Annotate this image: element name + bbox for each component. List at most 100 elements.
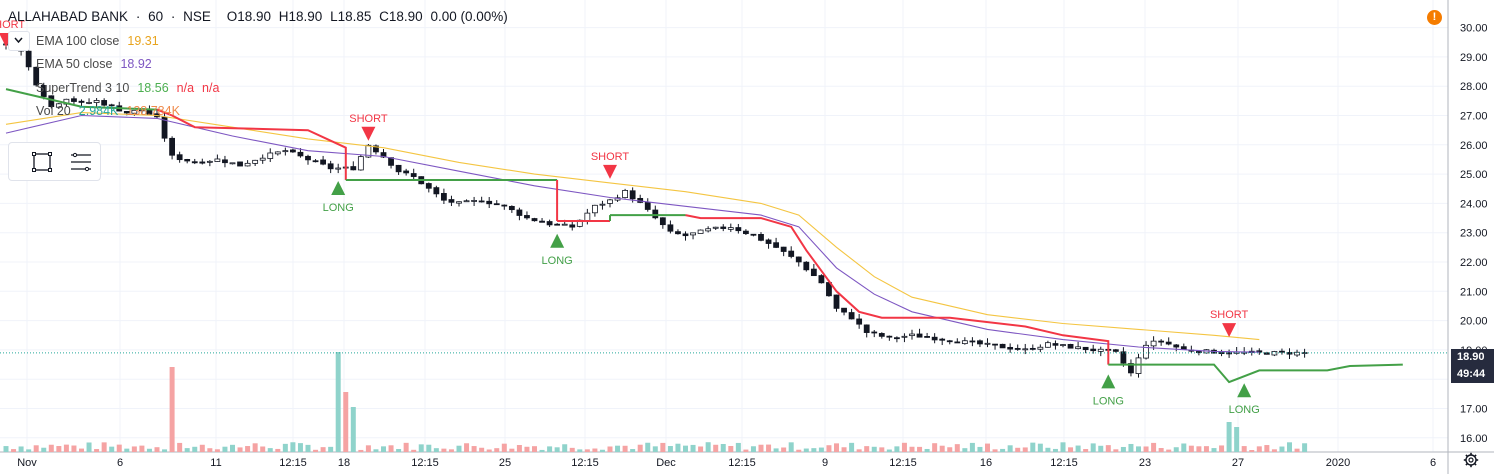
volume-bar <box>1181 443 1187 452</box>
candle-body <box>644 202 651 210</box>
volume-bar <box>637 444 643 452</box>
volume-bar <box>834 443 839 452</box>
alert-badge[interactable]: ! <box>1427 10 1442 25</box>
volume-bar <box>826 445 832 452</box>
candle-body <box>78 100 85 103</box>
indicator-ema100[interactable]: EMA 100 close 19.31 <box>36 34 159 48</box>
candle-body <box>456 201 462 204</box>
volume-bar <box>199 444 205 452</box>
volume-bar <box>1271 449 1277 452</box>
short-signal-marker <box>361 126 376 141</box>
volume-bar <box>94 449 100 452</box>
candle-body <box>274 151 281 155</box>
candle-body <box>463 200 470 203</box>
candle-body <box>486 200 493 205</box>
x-tick-label: 12:15 <box>1050 457 1078 469</box>
rectangle-icon[interactable] <box>30 150 54 174</box>
volume-bar <box>1136 446 1141 452</box>
candle-body <box>863 324 870 333</box>
indicator-ema50[interactable]: EMA 50 close 18.92 <box>36 57 152 71</box>
volume-bar <box>79 448 84 452</box>
candle-body <box>682 233 689 237</box>
volume-bar <box>532 446 537 452</box>
candle-body <box>1135 357 1142 374</box>
candle-body <box>833 294 840 309</box>
volume-bar <box>1075 445 1081 452</box>
volume-bar <box>1113 449 1119 452</box>
y-tick-label: 28.00 <box>1460 81 1488 93</box>
x-tick-label: 18 <box>338 457 350 469</box>
volume-bar <box>1287 442 1292 452</box>
volume-bar <box>373 449 379 452</box>
y-tick-label: 22.00 <box>1460 257 1488 269</box>
volume-bar <box>1007 445 1013 452</box>
candle-body <box>886 335 893 338</box>
volume-bar <box>1015 447 1021 452</box>
candle-body <box>924 336 930 338</box>
gear-icon[interactable] <box>1463 452 1479 468</box>
candle-body <box>939 338 946 341</box>
collapse-legend-button[interactable] <box>8 31 30 51</box>
lines-icon[interactable] <box>69 150 93 174</box>
candle-body <box>1022 348 1029 351</box>
volume-bar <box>448 449 454 452</box>
volume-bar <box>864 446 870 452</box>
x-tick-label: 16 <box>980 457 992 469</box>
candle-body <box>1173 344 1180 348</box>
candle-body <box>403 170 410 174</box>
volume-bar <box>471 446 477 452</box>
volume-bar <box>1279 446 1285 452</box>
y-tick-label: 25.00 <box>1460 169 1488 181</box>
chevron-down-icon <box>14 37 23 44</box>
x-tick-label: 9 <box>822 457 828 469</box>
volume-bar <box>1151 442 1157 452</box>
volume-bar <box>652 446 658 452</box>
candle-body <box>765 239 772 244</box>
volume-bar <box>645 442 651 452</box>
volume-bar <box>1166 449 1172 452</box>
long-signal-label: LONG <box>1093 395 1124 407</box>
volume-bar <box>63 444 69 452</box>
volume-bar <box>849 442 855 452</box>
symbol-name[interactable]: ALLAHABAD BANK <box>8 9 129 24</box>
x-tick-label: 25 <box>499 457 511 469</box>
candle-body <box>93 100 100 103</box>
candle-body <box>675 231 681 235</box>
candle-body <box>1060 344 1066 346</box>
candle-body <box>1158 340 1165 343</box>
supertrend-line <box>1108 363 1403 384</box>
interval[interactable]: 60 <box>148 9 164 24</box>
volume-bar <box>1234 427 1240 452</box>
volume-bar <box>1022 447 1028 452</box>
volume-bar <box>962 448 968 452</box>
exchange: NSE <box>183 9 211 24</box>
symbol-header[interactable]: ALLAHABAD BANK · 60 · NSE O18.90 H18.90 … <box>8 9 508 24</box>
volume-bar <box>169 367 175 452</box>
volume-bar <box>932 443 938 452</box>
candle-body <box>1082 346 1089 351</box>
volume-bar <box>781 447 787 452</box>
candle-body <box>214 158 221 162</box>
candle-body <box>86 102 92 104</box>
volume-bar <box>426 444 432 452</box>
candle-body <box>1112 349 1119 352</box>
candle-body <box>176 154 183 161</box>
ema100-line <box>5 112 1260 341</box>
short-signal-label: SHORT <box>0 19 25 31</box>
volume-bar <box>162 449 168 452</box>
volume-bar <box>494 448 500 452</box>
volume-bar <box>917 446 923 452</box>
volume-bar <box>630 449 636 452</box>
candle-body <box>289 149 296 153</box>
candle-body <box>373 145 379 153</box>
indicator-supertrend[interactable]: SuperTrend 3 10 18.56 n/a n/a <box>36 81 220 95</box>
x-tick-label: 12:15 <box>728 457 756 469</box>
volume-bar <box>1173 447 1179 452</box>
volume-bar <box>381 446 386 452</box>
candle-body <box>727 227 734 230</box>
candle-body <box>108 104 115 107</box>
volume-bar <box>1219 445 1225 452</box>
indicator-volume[interactable]: Vol 20 2.984K 138.784K <box>36 104 180 118</box>
